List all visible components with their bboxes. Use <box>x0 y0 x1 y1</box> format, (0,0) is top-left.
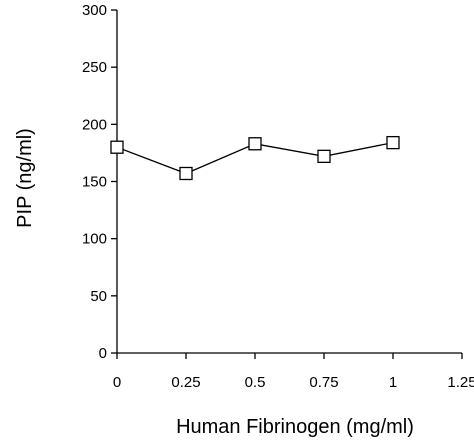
x-tick-label: 0.75 <box>309 374 338 391</box>
y-tick-label: 250 <box>82 59 107 76</box>
data-point-marker <box>317 149 331 163</box>
y-tick-label: 0 <box>99 345 107 362</box>
x-tick-label: 0.5 <box>245 374 266 391</box>
y-tick-label: 100 <box>82 231 107 248</box>
x-tick-label: 0 <box>113 374 121 391</box>
x-axis-title: Human Fibrinogen (mg/ml) <box>176 416 414 438</box>
x-tick-label: 1.25 <box>447 374 474 391</box>
y-axis-ticks: 0 50 100 150 200 250 300 <box>82 2 117 362</box>
data-point-marker <box>248 137 262 151</box>
x-tick-label: 0.25 <box>171 374 200 391</box>
data-point-marker <box>386 135 400 150</box>
axes <box>116 10 462 354</box>
y-axis-title: PIP (ng/ml) <box>14 128 36 228</box>
y-tick-label: 50 <box>90 288 107 305</box>
series-layer <box>110 135 400 181</box>
data-point-marker <box>179 166 193 181</box>
y-tick-label: 200 <box>82 116 107 133</box>
y-tick-label: 150 <box>82 174 107 191</box>
data-point-marker <box>110 140 124 154</box>
y-tick-label: 300 <box>82 2 107 19</box>
x-tick-label: 1 <box>389 374 397 391</box>
x-axis-ticks: 0 0.25 0.5 0.75 1 1.25 <box>113 353 474 391</box>
